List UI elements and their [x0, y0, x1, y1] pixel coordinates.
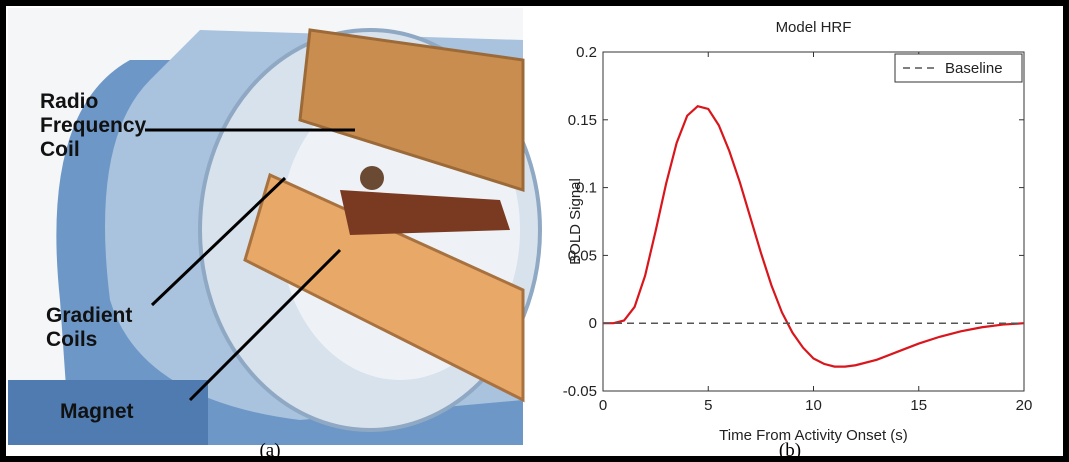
x-tick-label: 0 [599, 397, 607, 414]
y-axis-label: BOLD Signal [567, 178, 584, 265]
y-tick-label: -0.05 [563, 383, 597, 400]
illustration-label: Gradient [46, 304, 132, 327]
panel-caption: (b) [779, 440, 801, 461]
mri-illustration [8, 8, 542, 445]
legend-label: Baseline [945, 60, 1003, 77]
chart-title: Model HRF [776, 19, 852, 36]
y-tick-label: 0 [589, 315, 597, 332]
illustration-label: Frequency [40, 114, 147, 137]
y-tick-label: 0.2 [576, 44, 597, 61]
data-line [603, 105, 1025, 368]
x-tick-label: 10 [805, 397, 822, 414]
illustration-label: Coils [46, 328, 97, 351]
y-tick-label: 0.05 [568, 247, 597, 264]
illustration-label: Radio [40, 90, 98, 113]
illustration-label: Magnet [60, 400, 134, 423]
panel-caption: (a) [259, 440, 280, 461]
y-tick-label: 0.15 [568, 112, 597, 129]
illustration-label: Coil [40, 138, 80, 161]
plot-area [602, 51, 1025, 392]
x-tick-label: 5 [704, 397, 712, 414]
x-axis-label: Time From Activity Onset (s) [719, 427, 908, 444]
y-tick-label: 0.1 [576, 180, 597, 197]
x-tick-label: 15 [910, 397, 927, 414]
x-tick-label: 20 [1016, 397, 1033, 414]
